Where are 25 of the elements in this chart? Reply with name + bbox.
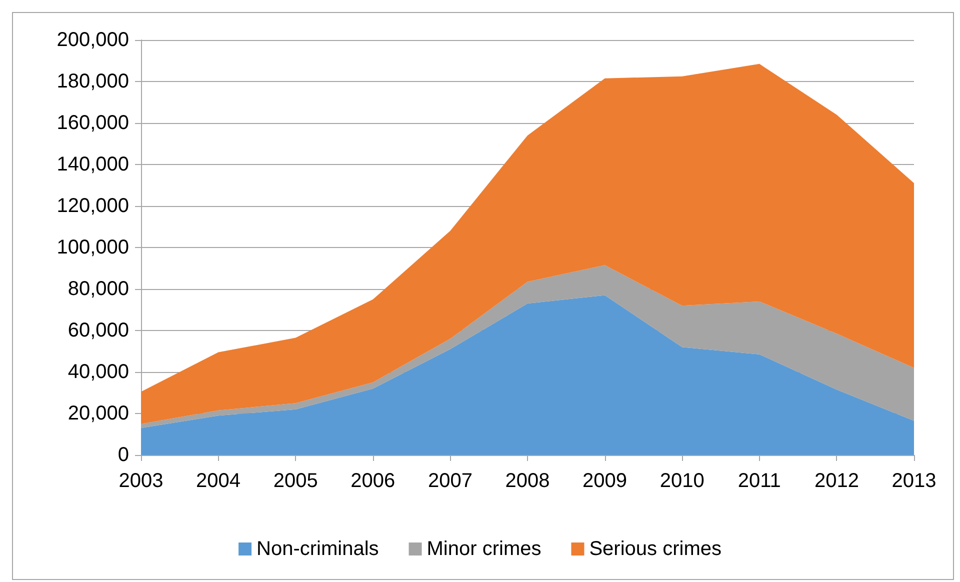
y-tick-label: 120,000: [56, 195, 129, 217]
x-tick-label: 2013: [892, 470, 936, 492]
x-tick-label: 2007: [428, 470, 472, 492]
y-tick-label: 40,000: [68, 361, 129, 383]
y-tick-label: 80,000: [68, 278, 129, 300]
y-tick-label: 100,000: [56, 236, 129, 258]
y-tick-label: 200,000: [56, 29, 129, 51]
y-tick-label: 0: [118, 444, 129, 466]
x-tick-label: 2008: [505, 470, 550, 492]
y-tick-label: 180,000: [56, 70, 129, 92]
legend-label: Non-criminals: [256, 538, 379, 560]
x-tick-label: 2003: [118, 470, 164, 492]
legend-label: Serious crimes: [589, 538, 722, 560]
x-tick-label: 2011: [738, 470, 781, 492]
x-tick-label: 2012: [814, 470, 859, 492]
x-tick-label: 2006: [350, 470, 396, 492]
y-tick-label: 160,000: [56, 112, 129, 134]
x-tick-label: 2005: [273, 470, 318, 492]
y-tick-label: 60,000: [68, 320, 129, 342]
x-tick-label: 2010: [660, 470, 704, 492]
legend-label: Minor crimes: [426, 538, 542, 560]
x-tick-label: 2009: [582, 470, 628, 492]
x-tick-label: 2004: [196, 470, 241, 492]
y-tick-label: 140,000: [56, 154, 129, 176]
y-tick-label: 20,000: [68, 402, 129, 424]
